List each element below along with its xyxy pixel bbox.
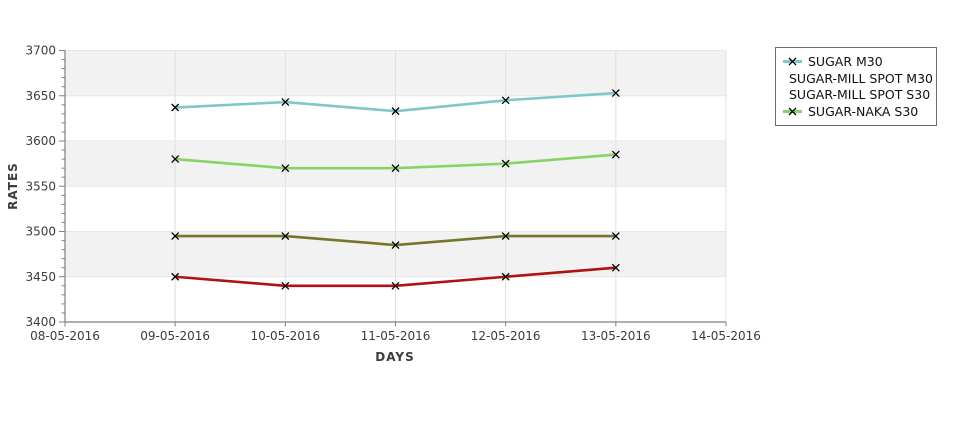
legend-label: SUGAR-MILL SPOT M30 bbox=[789, 70, 933, 86]
data-point-x-marker bbox=[391, 281, 400, 290]
data-point-x-marker bbox=[611, 232, 620, 240]
legend-item-sugar-naka-s30: SUGAR-NAKA S30 bbox=[783, 104, 928, 120]
y-tick-label: 3650 bbox=[25, 89, 56, 103]
data-point-x-marker bbox=[611, 263, 620, 272]
data-point-x-marker bbox=[501, 96, 510, 105]
y-tick-label: 3700 bbox=[25, 44, 56, 58]
y-axis-title: RATES bbox=[6, 162, 20, 210]
axes bbox=[64, 50, 726, 323]
y-tick-label: 3500 bbox=[25, 225, 56, 239]
data-point-x-marker bbox=[611, 89, 620, 97]
data-point-x-marker bbox=[171, 272, 180, 281]
legend-label: SUGAR-MILL SPOT S30 bbox=[789, 87, 931, 103]
data-point-x-marker bbox=[171, 103, 180, 112]
x-tick-label: 14-05-2016 bbox=[691, 329, 761, 343]
legend-item-sugar-mill-spot-m30: SUGAR-MILL SPOT M30 bbox=[783, 71, 933, 87]
x-tick-label: 11-05-2016 bbox=[361, 329, 431, 343]
series-markers-sugar-naka-s30 bbox=[171, 150, 620, 173]
data-point-x-marker bbox=[391, 241, 400, 250]
legend: SUGAR M30 SUGAR-MILL SPOT M30 SUGAR-MILL S… bbox=[775, 47, 937, 126]
x-tick-label: 10-05-2016 bbox=[250, 329, 320, 343]
x-tick-label: 13-05-2016 bbox=[581, 329, 651, 343]
y-tick-label: 3600 bbox=[25, 134, 56, 148]
data-point-x-marker bbox=[281, 281, 290, 290]
legend-item-sugar-m30: SUGAR M30 bbox=[783, 54, 928, 70]
data-point-x-marker bbox=[391, 107, 400, 116]
data-point-x-marker bbox=[171, 232, 180, 240]
data-point-x-marker bbox=[501, 272, 510, 281]
legend-label: SUGAR-NAKA S30 bbox=[808, 103, 919, 119]
y-tick-label: 3400 bbox=[25, 315, 56, 329]
series-markers-sugar-mill-spot-s30 bbox=[171, 263, 620, 290]
x-axis-title: DAYS bbox=[375, 350, 415, 364]
data-point-x-marker bbox=[501, 159, 510, 168]
legend-item-sugar-mill-spot-s30: SUGAR-MILL SPOT S30 bbox=[783, 87, 931, 103]
series-markers-sugar-mill-spot-m30 bbox=[171, 232, 620, 250]
y-tick-label: 3450 bbox=[25, 270, 56, 284]
x-tick-label: 09-05-2016 bbox=[140, 329, 210, 343]
data-point-x-marker bbox=[281, 164, 290, 173]
legend-x-marker-icon bbox=[783, 107, 802, 116]
data-point-x-marker bbox=[501, 232, 510, 240]
y-tick-label: 3550 bbox=[25, 179, 56, 193]
data-point-x-marker bbox=[281, 232, 290, 240]
data-point-x-marker bbox=[171, 155, 180, 164]
tick-labels: 3400 3450 3500 3550 3600 3650 3700 08-05-2016 09… bbox=[25, 44, 760, 344]
x-tick-label: 08-05-2016 bbox=[30, 329, 100, 343]
data-point-x-marker bbox=[611, 150, 620, 159]
series-markers-sugar-m30 bbox=[171, 89, 620, 116]
x-tick-label: 12-05-2016 bbox=[471, 329, 541, 343]
legend-label: SUGAR M30 bbox=[808, 54, 883, 70]
data-point-x-marker bbox=[281, 98, 290, 107]
data-point-x-marker bbox=[391, 164, 400, 173]
legend-x-marker-icon bbox=[783, 57, 802, 66]
